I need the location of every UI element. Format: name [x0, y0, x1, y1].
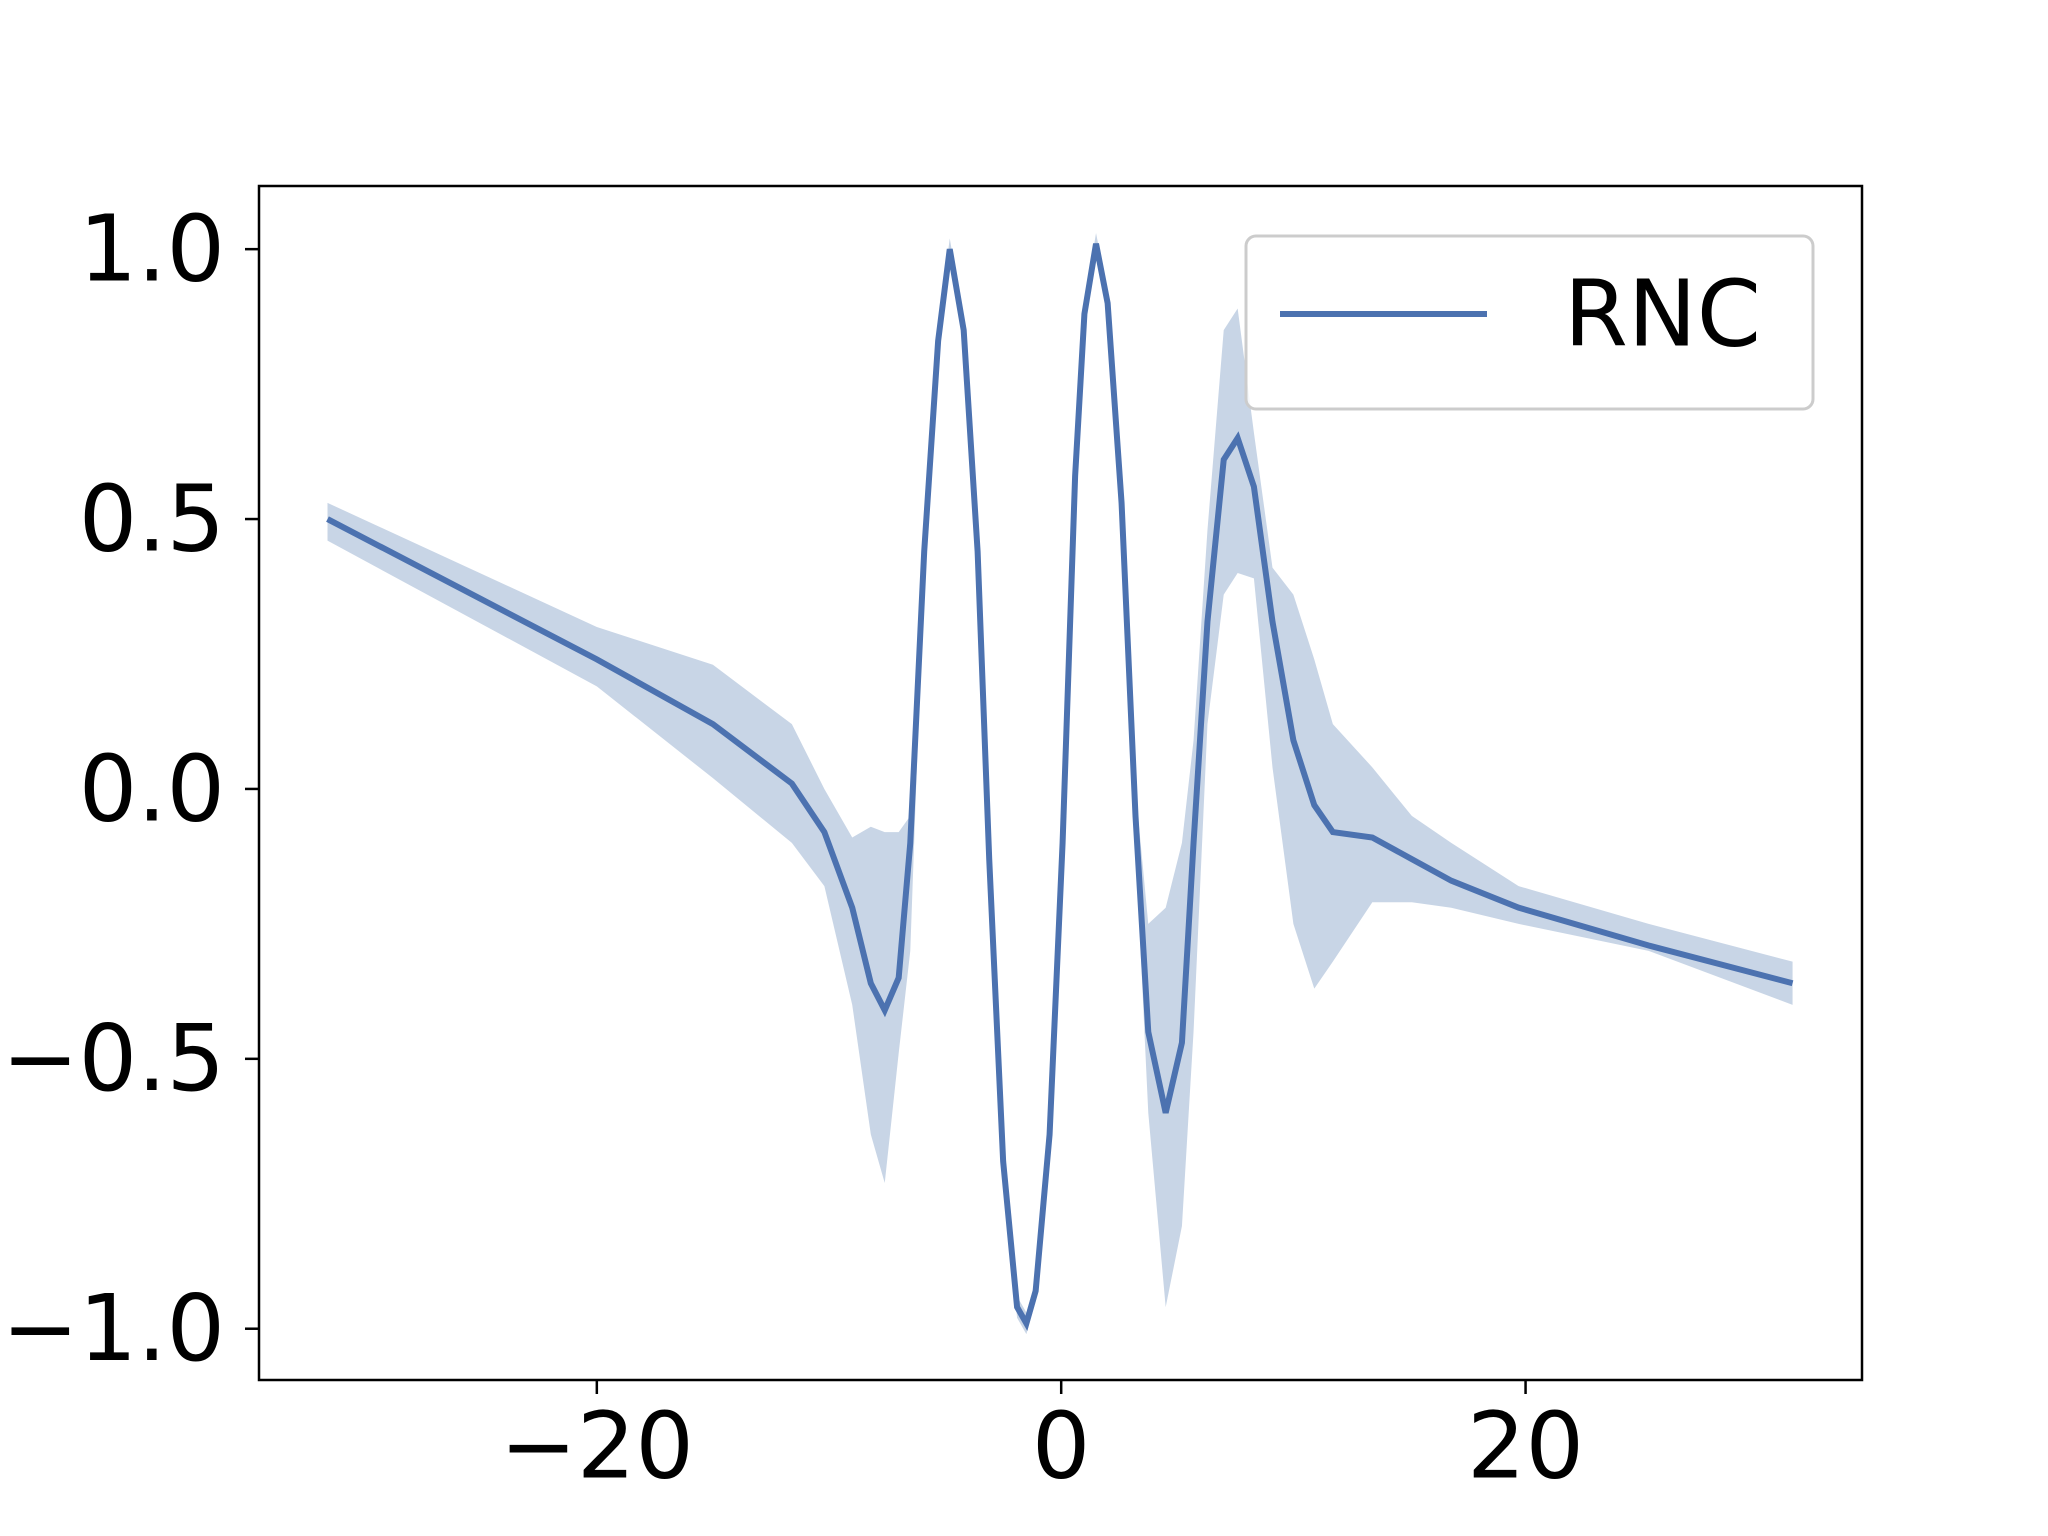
line: [326, 243, 1794, 1331]
x-tick-label: 0: [1032, 1392, 1091, 1499]
y-tick-label: 1.0: [79, 196, 225, 303]
y-tick-label: 0.0: [79, 735, 225, 842]
y-tick-label: 0.5: [79, 465, 225, 572]
y-tick-label: −0.5: [2, 1005, 225, 1112]
x-tick-label: 20: [1467, 1392, 1584, 1499]
legend-label: RNC: [1564, 260, 1761, 367]
legend: RNC: [1244, 234, 1815, 411]
y-tick-label: −1.0: [2, 1275, 225, 1382]
x-tick-label: −20: [500, 1392, 694, 1499]
legend-box: [1244, 234, 1815, 411]
